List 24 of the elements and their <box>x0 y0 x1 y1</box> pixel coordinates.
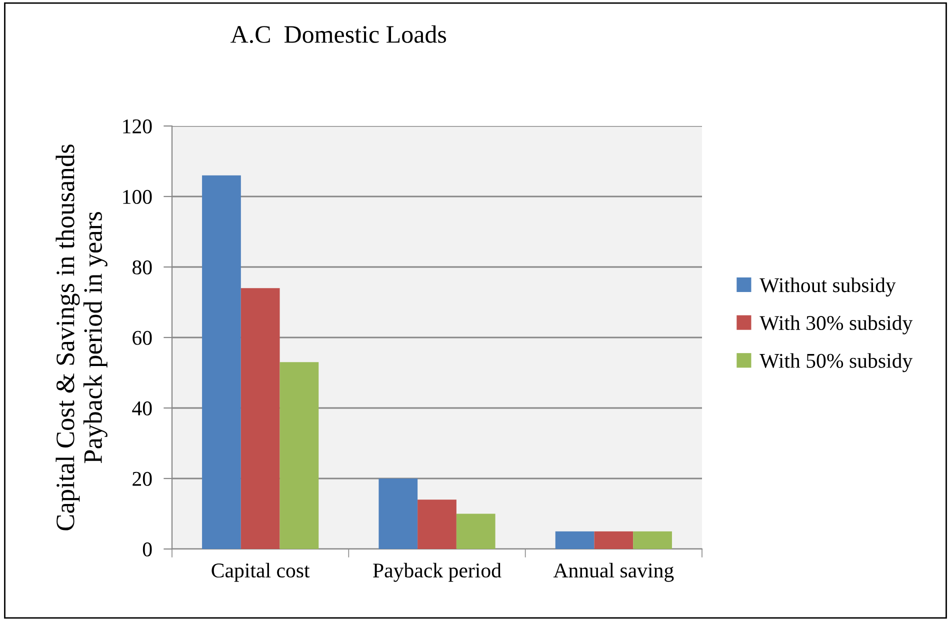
y-tick-label: 0 <box>142 542 152 556</box>
legend-label: With 50% subsidy <box>760 353 913 372</box>
bar <box>456 514 496 549</box>
x-tick-label: Capital cost <box>212 562 310 582</box>
bar <box>594 531 634 549</box>
chart-title: A.C Domestic Loads <box>230 25 446 44</box>
bar <box>378 478 418 549</box>
y-axis-title: Capital Cost & Savings in thousands Payback period in years <box>56 144 108 530</box>
bar <box>418 500 456 549</box>
bar <box>280 362 319 549</box>
bar <box>555 531 594 549</box>
y-tick-label: 80 <box>132 260 152 274</box>
legend-label: With 30% subsidy <box>760 315 913 334</box>
x-tick-label: Annual saving <box>553 562 674 582</box>
y-tick-label: 100 <box>123 190 152 204</box>
bar <box>240 288 280 549</box>
y-tick-label: 120 <box>123 119 152 134</box>
x-tick-label: Payback period <box>373 562 502 582</box>
y-tick-label: 20 <box>132 472 152 486</box>
y-tick-label: 40 <box>132 401 152 416</box>
bar <box>633 531 672 549</box>
legend-label: Without subsidy <box>760 278 896 297</box>
bar <box>202 175 241 549</box>
y-tick-label: 60 <box>132 330 152 345</box>
